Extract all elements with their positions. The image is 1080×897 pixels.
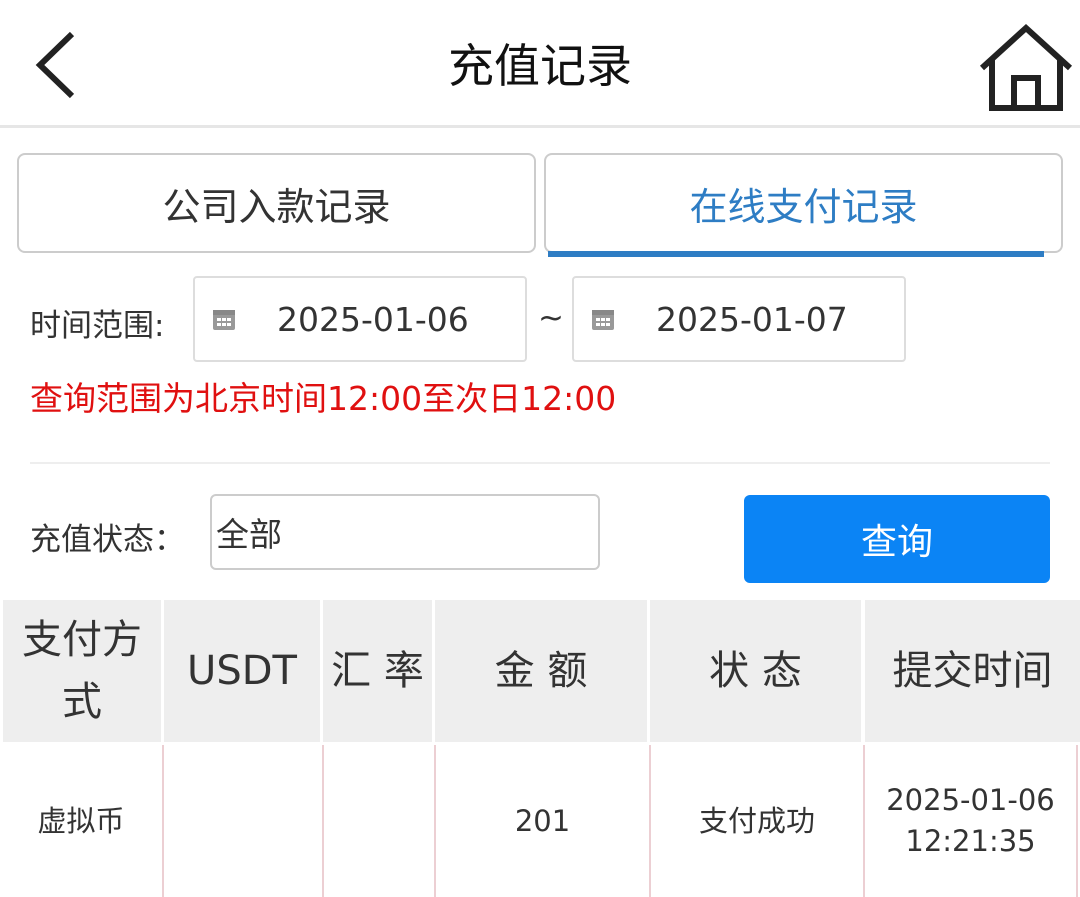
status-select[interactable]: 全部 <box>210 494 600 570</box>
tab-company-deposit[interactable]: 公司入款记录 <box>17 153 536 253</box>
cell-usdt <box>162 745 322 897</box>
divider <box>30 462 1050 464</box>
top-bar <box>0 0 1080 128</box>
end-date-value: 2025-01-07 <box>656 299 848 339</box>
home-icon <box>979 23 1073 111</box>
column-header-time: 提交时间 <box>865 600 1080 742</box>
back-button[interactable] <box>30 28 80 106</box>
start-date-input[interactable]: 2025-01-06 <box>193 276 527 362</box>
time-range-label: 时间范围: <box>30 308 165 344</box>
active-tab-indicator <box>548 251 1044 257</box>
cell-amount: 201 <box>434 745 649 897</box>
column-header-method: 支付方式 <box>3 600 161 742</box>
home-button[interactable] <box>978 22 1074 116</box>
cell-method: 虚拟币 <box>37 803 125 838</box>
start-date-value: 2025-01-06 <box>277 299 469 339</box>
status-label: 充值状态： <box>30 522 185 558</box>
query-button[interactable]: 查询 <box>744 495 1050 583</box>
chevron-left-icon <box>35 31 75 99</box>
query-range-note: 查询范围为北京时间12:00至次日12:00 <box>30 379 617 418</box>
column-header-usdt: USDT <box>164 600 320 742</box>
column-header-rate: 汇 率 <box>323 600 432 742</box>
column-header-amount: 金 额 <box>435 600 647 742</box>
calendar-icon <box>592 310 614 330</box>
cell-rate <box>322 745 434 897</box>
date-separator: ~ <box>538 300 564 336</box>
cell-time-clock: 12:21:35 <box>905 824 1036 858</box>
cell-time: 2025-01-06 12:21:35 <box>863 745 1078 897</box>
cell-time-date: 2025-01-06 <box>886 783 1055 818</box>
calendar-icon <box>213 310 235 330</box>
page-title: 充值记录 <box>448 39 632 93</box>
column-header-status: 状 态 <box>650 600 861 742</box>
cell-status: 支付成功 <box>649 745 863 897</box>
tab-online-payment[interactable]: 在线支付记录 <box>544 153 1063 253</box>
end-date-input[interactable]: 2025-01-07 <box>572 276 906 362</box>
